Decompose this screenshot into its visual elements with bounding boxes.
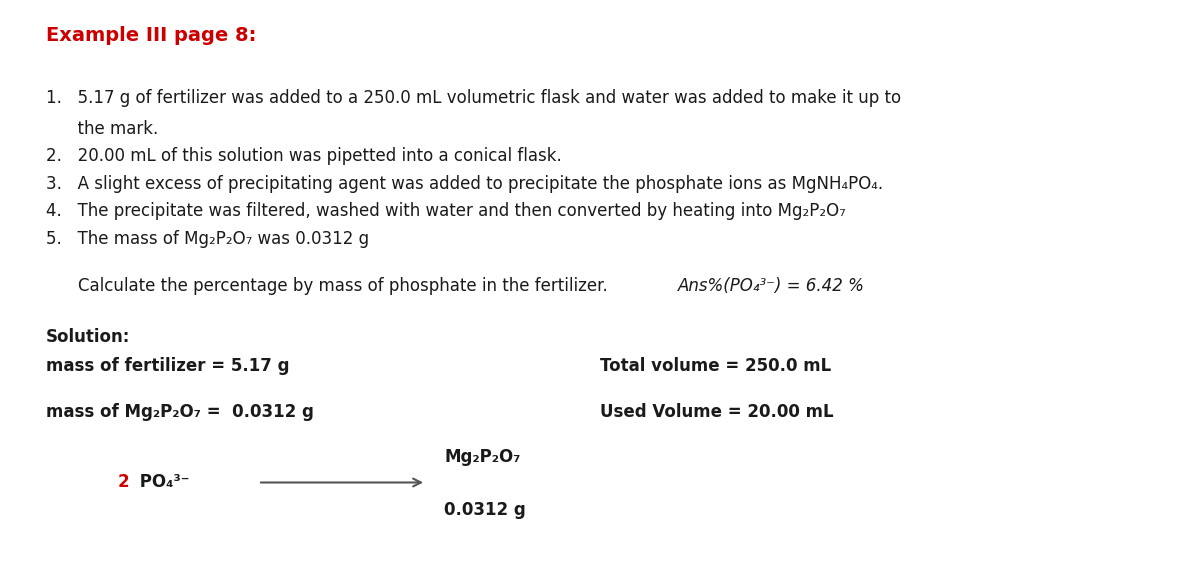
Text: PO₄³⁻: PO₄³⁻ — [134, 473, 190, 492]
Text: Solution:: Solution: — [46, 328, 130, 347]
Text: Ans%(PO₄³⁻) = 6.42 %: Ans%(PO₄³⁻) = 6.42 % — [678, 277, 865, 295]
Text: 3.   A slight excess of precipitating agent was added to precipitate the phospha: 3. A slight excess of precipitating agen… — [46, 175, 883, 193]
Text: Calculate the percentage by mass of phosphate in the fertilizer.: Calculate the percentage by mass of phos… — [78, 277, 613, 295]
Text: 2.   20.00 mL of this solution was pipetted into a conical flask.: 2. 20.00 mL of this solution was pipette… — [46, 147, 562, 166]
Text: Mg₂P₂O₇: Mg₂P₂O₇ — [444, 448, 521, 466]
Text: mass of Mg₂P₂O₇ =  0.0312 g: mass of Mg₂P₂O₇ = 0.0312 g — [46, 403, 313, 421]
Text: 0.0312 g: 0.0312 g — [444, 501, 526, 519]
Text: the mark.: the mark. — [46, 120, 158, 138]
Text: Example III page 8:: Example III page 8: — [46, 26, 256, 45]
Text: mass of fertilizer = 5.17 g: mass of fertilizer = 5.17 g — [46, 357, 289, 375]
Text: 2: 2 — [118, 473, 130, 492]
Text: Total volume = 250.0 mL: Total volume = 250.0 mL — [600, 357, 832, 375]
Text: 5.   The mass of Mg₂P₂O₇ was 0.0312 g: 5. The mass of Mg₂P₂O₇ was 0.0312 g — [46, 230, 368, 248]
Text: 1.   5.17 g of fertilizer was added to a 250.0 mL volumetric flask and water was: 1. 5.17 g of fertilizer was added to a 2… — [46, 89, 901, 107]
Text: Used Volume = 20.00 mL: Used Volume = 20.00 mL — [600, 403, 834, 421]
Text: 4.   The precipitate was filtered, washed with water and then converted by heati: 4. The precipitate was filtered, washed … — [46, 202, 845, 220]
